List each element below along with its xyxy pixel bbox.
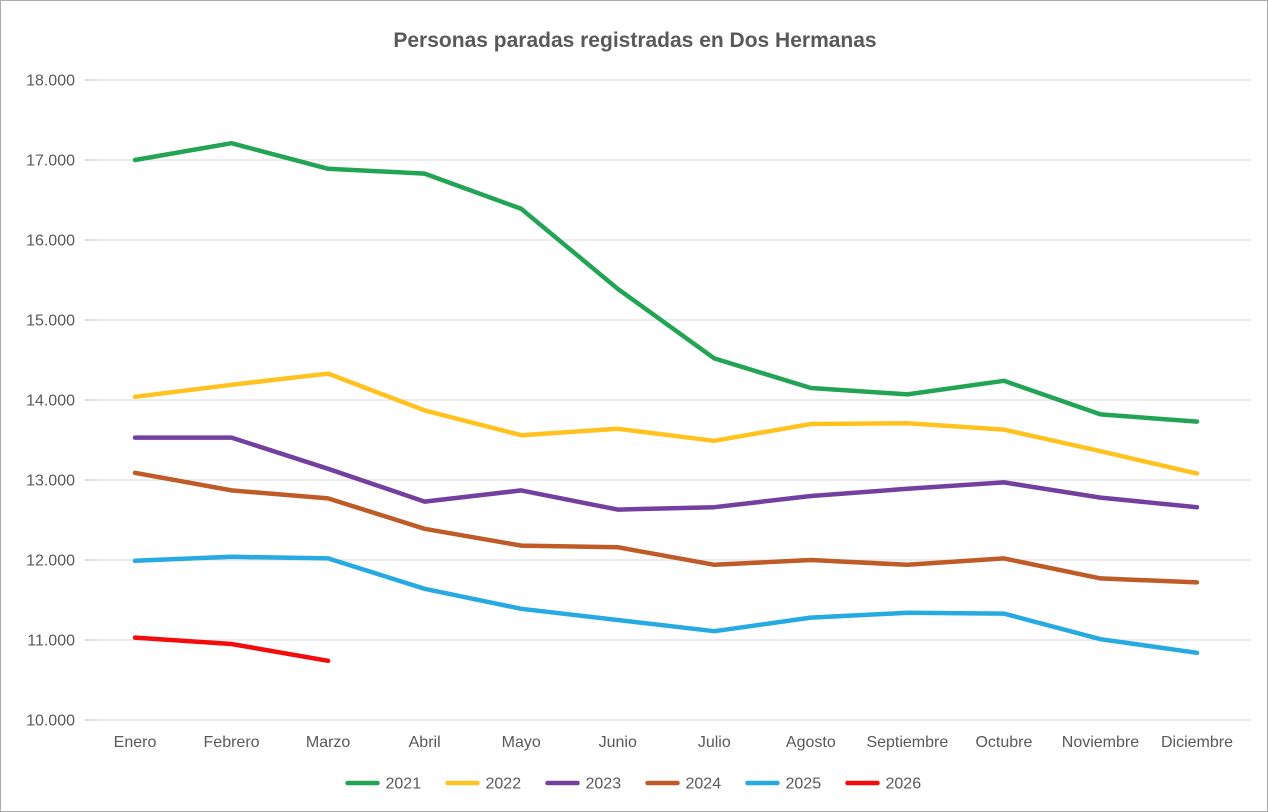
legend-item-2024: 2024 — [645, 776, 722, 793]
x-tick-label: Diciembre — [1161, 734, 1233, 751]
x-tick-label: Abril — [409, 734, 441, 751]
y-tick-label: 13.000 — [26, 473, 75, 490]
series-line-2026 — [132, 635, 331, 664]
x-tick-label: Octubre — [975, 734, 1032, 751]
x-tick-label: Julio — [698, 734, 731, 751]
legend-item-2025: 2025 — [745, 776, 822, 793]
y-tick-label: 17.000 — [26, 153, 75, 170]
x-tick-label: Junio — [599, 734, 637, 751]
series-line-2024 — [132, 470, 1200, 585]
legend-label-2025: 2025 — [786, 776, 822, 793]
x-tick-label: Marzo — [306, 734, 351, 751]
legend-label-2022: 2022 — [486, 776, 522, 793]
y-tick-label: 18.000 — [26, 73, 75, 90]
legend-label-2024: 2024 — [686, 776, 722, 793]
x-tick-label: Mayo — [502, 734, 541, 751]
series-lines — [132, 140, 1200, 664]
series-line-2025 — [132, 554, 1200, 656]
y-tick-label: 14.000 — [26, 393, 75, 410]
legend-label-2026: 2026 — [886, 776, 922, 793]
series-line-2021 — [132, 140, 1200, 424]
x-axis-labels: Enero Febrero Marzo Abril Mayo Junio Julio Agos… — [114, 734, 1233, 751]
legend-item-2026: 2026 — [845, 776, 922, 793]
legend-item-2021: 2021 — [345, 776, 422, 793]
x-tick-label: Septiembre — [866, 734, 948, 751]
chart-title: Personas paradas registradas en Dos Herm… — [393, 29, 876, 52]
legend-item-2023: 2023 — [545, 776, 622, 793]
legend-item-2022: 2022 — [445, 776, 522, 793]
chart-legend: 2021 2022 2023 2024 2025 2026 — [345, 776, 922, 793]
y-axis-labels: 10.000 11.000 12.000 13.000 14.000 15.000 16.0… — [26, 73, 75, 730]
x-tick-label: Agosto — [786, 734, 836, 751]
legend-label-2021: 2021 — [386, 776, 422, 793]
series-line-2022 — [132, 371, 1200, 476]
x-tick-label: Febrero — [204, 734, 260, 751]
x-tick-label: Enero — [114, 734, 157, 751]
y-tick-label: 11.000 — [27, 633, 75, 650]
y-tick-label: 15.000 — [26, 313, 75, 330]
legend-label-2023: 2023 — [586, 776, 622, 793]
y-tick-label: 16.000 — [26, 233, 75, 250]
y-tick-label: 10.000 — [26, 713, 75, 730]
x-tick-label: Noviembre — [1062, 734, 1139, 751]
gridlines — [85, 79, 1251, 721]
series-line-2023 — [132, 435, 1200, 512]
y-tick-label: 12.000 — [26, 553, 75, 570]
